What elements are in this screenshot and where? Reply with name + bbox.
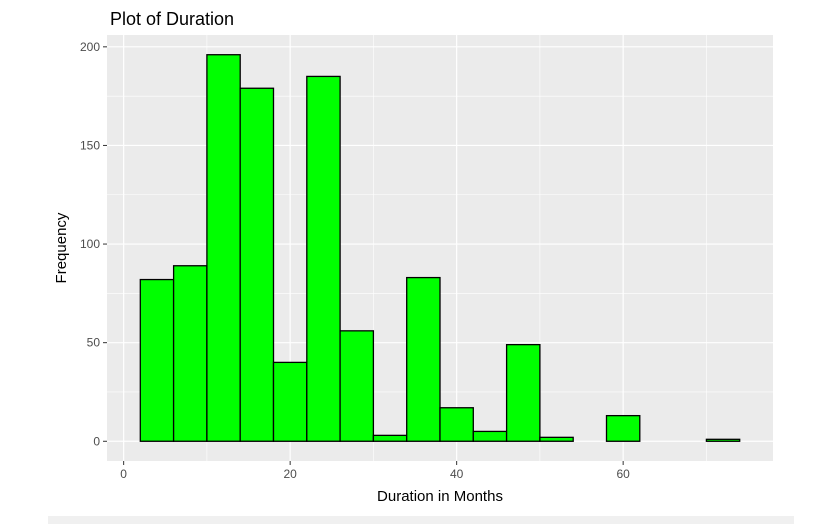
histogram-bar (339, 330, 375, 442)
histogram-bar (539, 436, 574, 442)
y-axis: 0 50 100 150 200 (80, 40, 107, 448)
histogram-bar (372, 434, 408, 442)
histogram-bar (605, 414, 641, 442)
y-tick-label: 200 (80, 40, 100, 54)
y-tick-label: 150 (80, 138, 100, 152)
histogram-bar (472, 430, 508, 442)
histogram-bar (206, 54, 241, 442)
y-tick-label: 100 (80, 237, 100, 251)
histogram-bar (172, 265, 208, 442)
y-tick-label: 50 (87, 336, 101, 350)
histogram-bar (306, 75, 341, 442)
histogram-bar (239, 87, 275, 442)
bottom-strip (48, 516, 794, 524)
histogram-bar (139, 278, 175, 442)
histogram-bar (272, 361, 308, 442)
y-tick-label: 0 (93, 434, 100, 448)
histogram-bar (705, 438, 741, 442)
y-axis-title: Frequency (53, 212, 70, 283)
x-tick-label: 0 (120, 467, 127, 481)
histogram-bar (406, 276, 441, 442)
x-tick-label: 40 (450, 467, 464, 481)
x-tick-label: 60 (616, 467, 630, 481)
histogram-bars (139, 54, 741, 442)
chart-title: Plot of Duration (110, 9, 234, 29)
x-axis: 0 20 40 60 (120, 461, 630, 481)
x-axis-title: Duration in Months (377, 488, 503, 505)
histogram-bar (505, 343, 541, 442)
x-tick-label: 20 (283, 467, 297, 481)
histogram-bar (439, 407, 474, 442)
